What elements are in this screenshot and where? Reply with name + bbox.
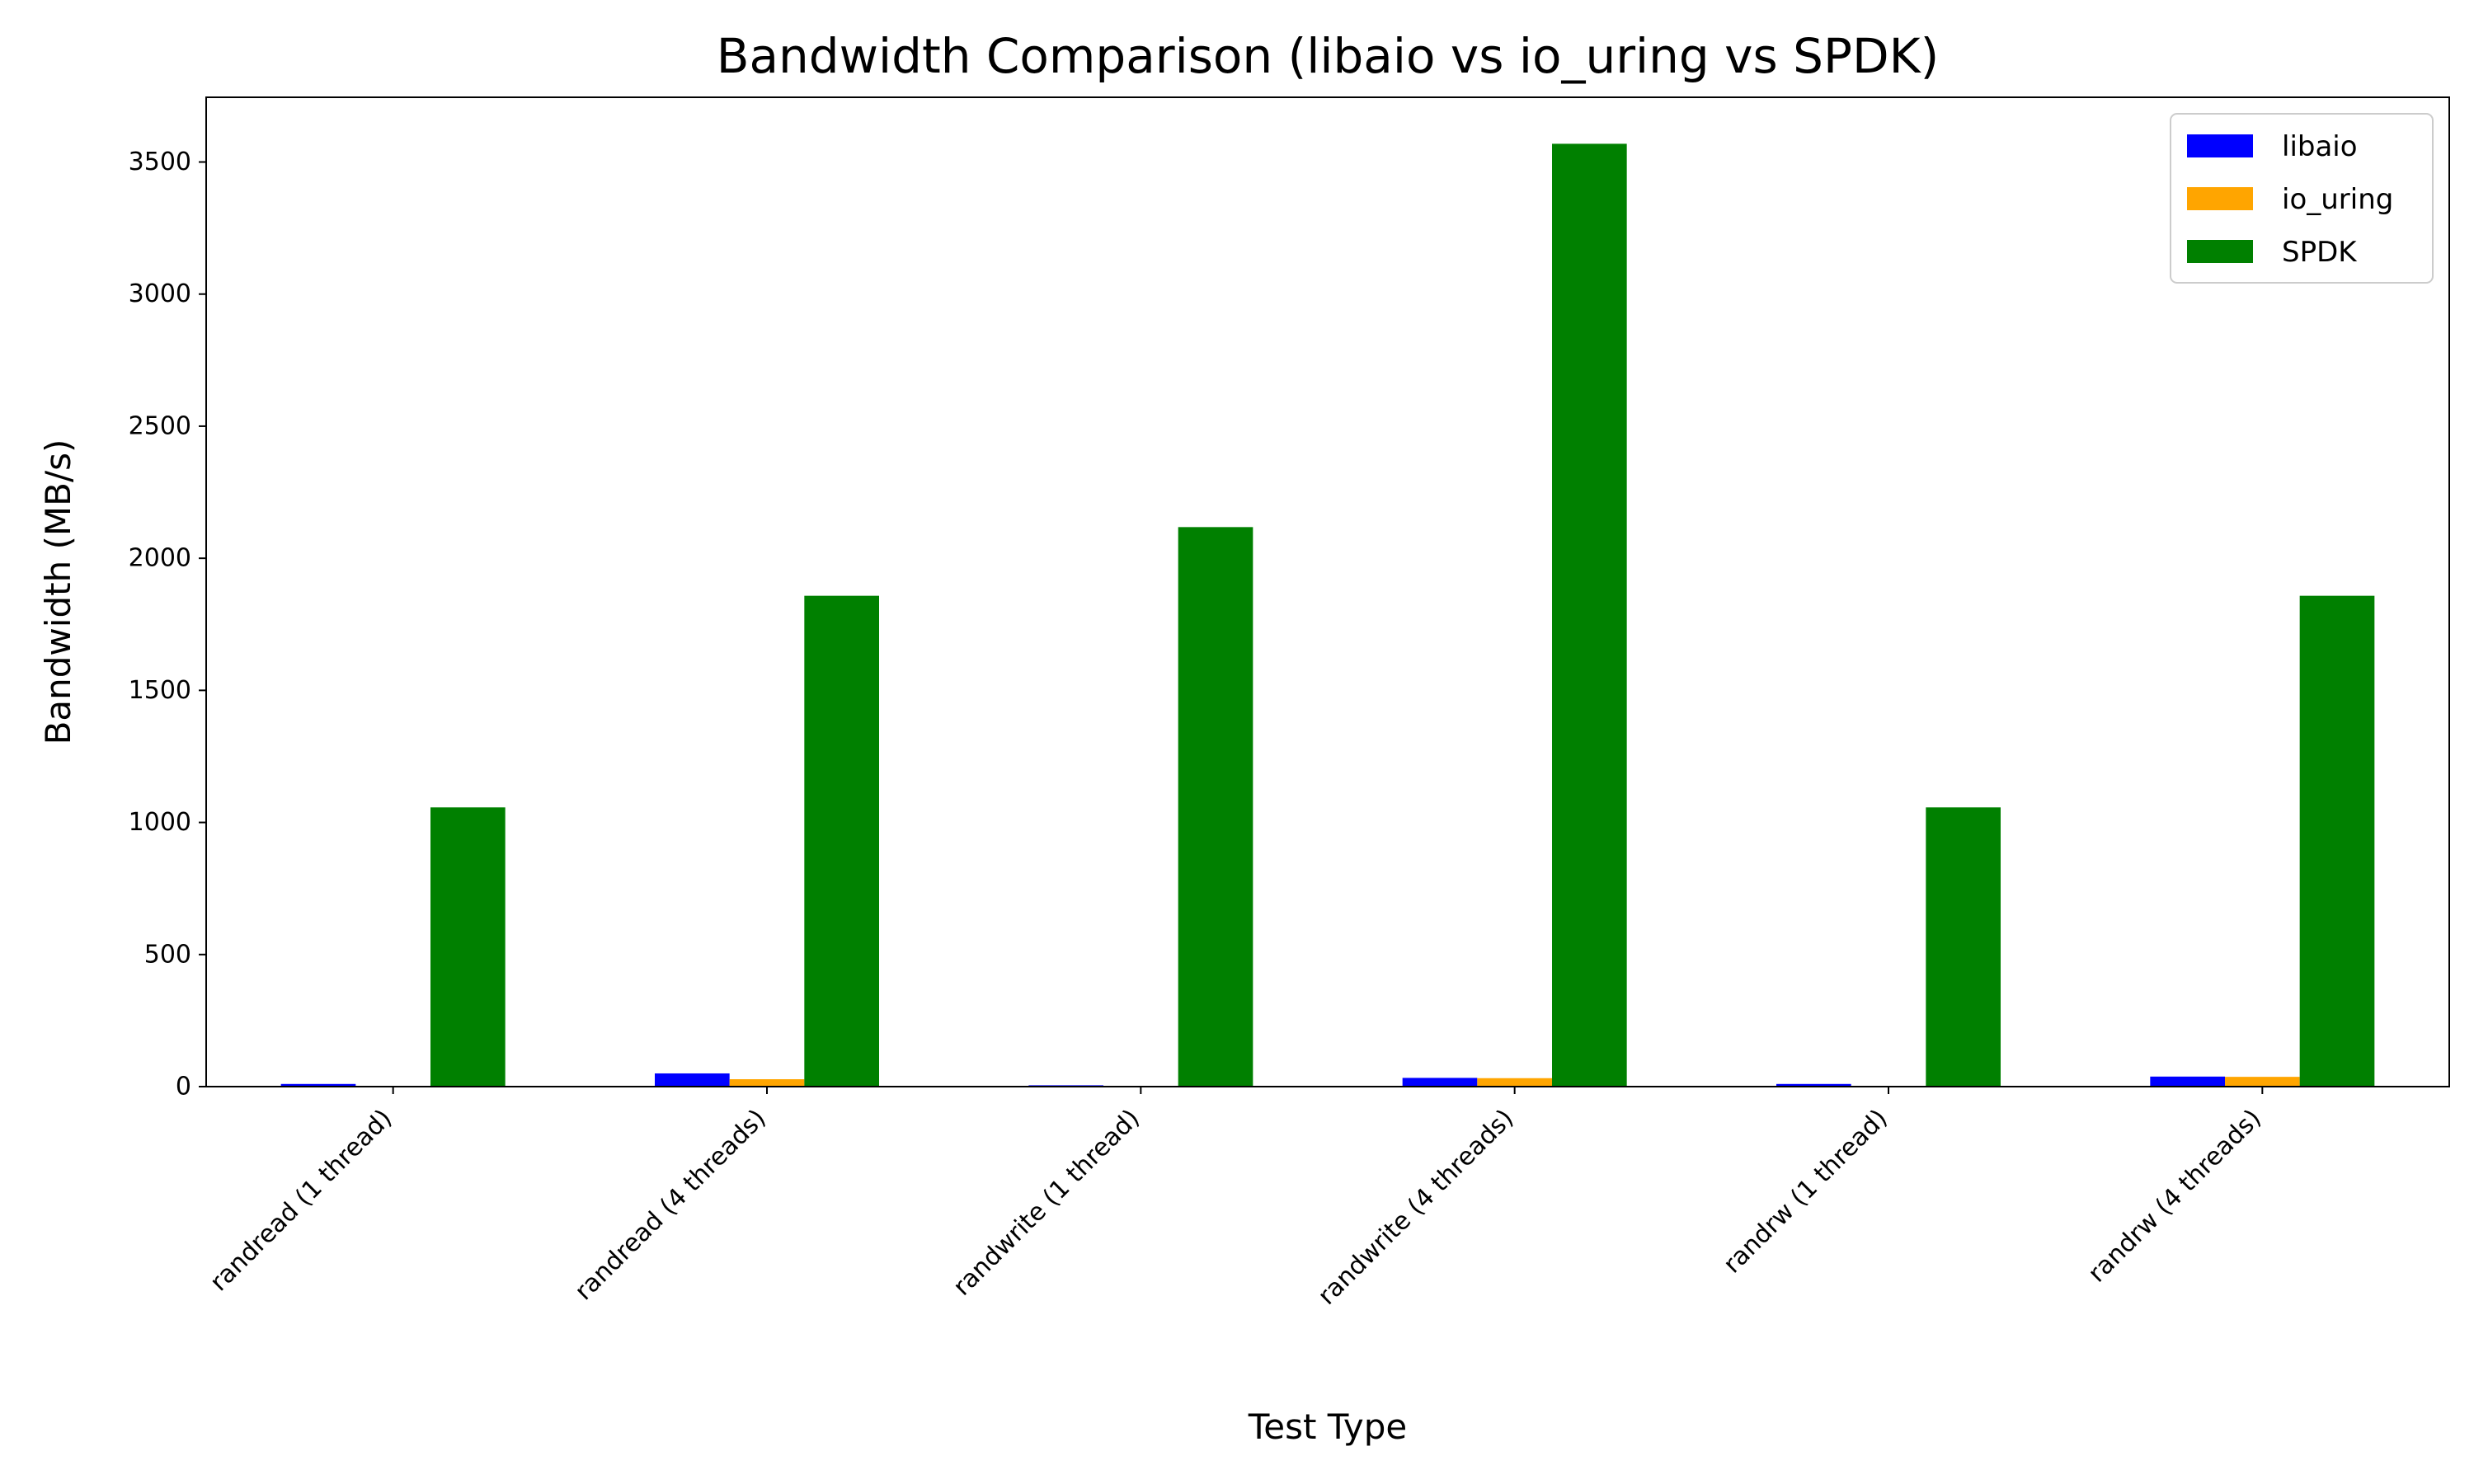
bar-SPDK-0 [430,807,506,1087]
x-tick-label: randread (1 thread) [205,1104,397,1297]
y-tick-label: 2000 [129,544,191,573]
series-SPDK [430,143,2375,1087]
bar-SPDK-2 [1178,527,1253,1087]
legend-swatch-SPDK [2187,240,2253,263]
legend-label-io-uring: io_uring [2282,183,2393,216]
y-tick-label: 1000 [129,808,191,837]
legend-swatch-libaio [2187,134,2253,157]
y-tick-label: 2500 [129,411,191,440]
bar-SPDK-1 [804,595,879,1087]
bar-io-uring-1 [729,1079,805,1087]
y-tick-label: 500 [144,940,191,969]
bar-SPDK-5 [2299,595,2375,1087]
series-io-uring [355,1077,2300,1087]
axes-frame [205,96,2450,1087]
bar-libaio-1 [655,1073,730,1087]
bar-libaio-3 [1402,1078,1478,1087]
y-axis-label: Bandwidth (MB/s) [38,439,78,745]
x-tick-label: randwrite (4 threads) [1312,1104,1519,1311]
bar-SPDK-3 [1552,143,1627,1087]
x-tick-label: randread (4 threads) [569,1104,771,1306]
legend-swatch-io-uring [2187,187,2253,210]
plot-area: 0 500 1000 1500 2000 2500 3000 3500 randread (1 … [129,96,2450,1311]
legend-label-libaio: libaio [2282,130,2358,163]
bar-io-uring-5 [2225,1077,2300,1087]
y-tick-label: 1500 [129,676,191,705]
x-tick-label: randwrite (1 thread) [948,1104,1145,1302]
bar-libaio-0 [280,1083,356,1087]
bar-libaio-5 [2150,1076,2225,1087]
x-tick-label: randrw (1 thread) [1718,1104,1893,1280]
x-axis-label: Test Type [1248,1407,1408,1447]
bar-io-uring-3 [1477,1078,1552,1087]
legend-label-SPDK: SPDK [2282,236,2358,269]
y-tick-label: 3500 [129,148,191,176]
bar-SPDK-4 [1926,807,2001,1087]
y-tick-label: 3000 [129,279,191,308]
legend: libaio io_uring SPDK [2170,113,2434,284]
chart-title: Bandwidth Comparison (libaio vs io_uring… [717,28,1940,84]
y-tick-label: 0 [176,1073,191,1101]
x-tick-label: randrw (4 threads) [2082,1104,2267,1289]
bar-libaio-4 [1776,1083,1851,1087]
